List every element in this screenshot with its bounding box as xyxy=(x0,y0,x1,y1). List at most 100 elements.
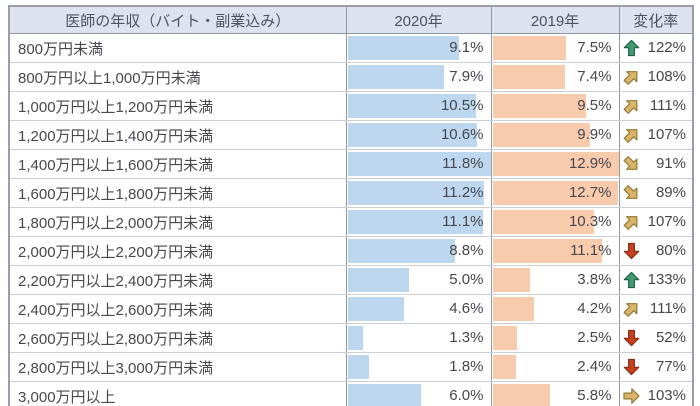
data-bar-2019 xyxy=(492,239,602,263)
cell-2020: 4.6% xyxy=(345,294,492,324)
cell-2019: 11.1% xyxy=(490,236,620,266)
value-2020: 8.8% xyxy=(449,242,484,259)
table-row: 800万円未満 9.1% 7.5% 122% xyxy=(8,33,694,63)
value-2019: 7.4% xyxy=(577,68,612,85)
change-rate-value: 107% xyxy=(647,126,686,143)
cell-2019: 3.8% xyxy=(490,265,620,295)
cell-2020: 5.0% xyxy=(345,265,492,295)
cell-2019: 12.7% xyxy=(490,178,620,208)
value-2020: 1.3% xyxy=(449,329,484,346)
cell-2020: 9.1% xyxy=(345,33,492,63)
change-rate-value: 107% xyxy=(647,213,686,230)
arrow-down-right-icon xyxy=(623,185,640,202)
income-range-label: 2,000万円以上2,200万円未満 xyxy=(8,236,347,266)
cell-2020: 1.8% xyxy=(345,352,492,382)
value-2019: 2.4% xyxy=(577,358,612,375)
value-2019: 9.9% xyxy=(577,126,612,143)
table-row: 1,600万円以上1,800万円未満 11.2% 12.7% 89% xyxy=(8,178,694,208)
value-2020: 7.9% xyxy=(449,68,484,85)
value-2019: 12.7% xyxy=(568,184,612,201)
value-2020: 6.0% xyxy=(449,387,484,404)
arrow-down-icon xyxy=(623,242,640,260)
change-rate-cell: 77% xyxy=(618,352,694,382)
value-2020: 10.6% xyxy=(440,126,484,143)
data-bar-2019 xyxy=(492,65,566,89)
header-row: 医師の年収（バイト・副業込み） 2020年 2019年 変化率 xyxy=(8,5,694,34)
cell-2020: 11.8% xyxy=(345,149,492,179)
data-bar-2020 xyxy=(347,268,409,292)
change-rate-value: 103% xyxy=(647,387,686,404)
table-row: 1,200万円以上1,400万円未満 10.6% 9.9% 107% xyxy=(8,120,694,150)
data-bar-2019 xyxy=(492,94,587,118)
cell-2019: 2.5% xyxy=(490,323,620,353)
data-bar-2019 xyxy=(492,123,590,147)
change-rate-cell: 107% xyxy=(618,120,694,150)
data-bar-2020 xyxy=(347,384,421,406)
income-range-label: 2,800万円以上3,000万円未満 xyxy=(8,352,347,382)
data-bar-2020 xyxy=(347,123,477,147)
value-2020: 9.1% xyxy=(449,39,484,56)
change-rate-cell: 111% xyxy=(618,294,694,324)
change-rate-value: 122% xyxy=(647,39,686,56)
table-row: 2,600万円以上2,800万円未満 1.3% 2.5% 52% xyxy=(8,323,694,353)
value-2019: 10.3% xyxy=(568,213,612,230)
cell-2019: 10.3% xyxy=(490,207,620,237)
arrow-up-right-icon xyxy=(623,214,640,231)
data-bar-2019 xyxy=(492,210,594,234)
value-2020: 1.8% xyxy=(449,358,484,375)
change-rate-value: 91% xyxy=(655,155,686,172)
header-2019: 2019年 xyxy=(490,5,620,34)
change-rate-value: 133% xyxy=(647,271,686,288)
income-range-label: 3,000万円以上 xyxy=(8,381,347,406)
table-row: 2,000万円以上2,200万円未満 8.8% 11.1% 80% xyxy=(8,236,694,266)
change-rate-value: 52% xyxy=(655,329,686,346)
arrow-up-icon xyxy=(623,39,640,57)
arrow-up-right-icon xyxy=(623,127,640,144)
table-row: 3,000万円以上 6.0% 5.8% 103% xyxy=(8,381,694,406)
data-bar-2020 xyxy=(347,36,459,60)
table-row: 800万円以上1,000万円未満 7.9% 7.4% 108% xyxy=(8,62,694,92)
data-bar-2020 xyxy=(347,181,485,205)
table-row: 1,800万円以上2,000万円未満 11.1% 10.3% 107% xyxy=(8,207,694,237)
income-range-label: 1,400万円以上1,600万円未満 xyxy=(8,149,347,179)
arrow-down-icon xyxy=(623,358,640,376)
data-bar-2020 xyxy=(347,326,364,350)
change-rate-cell: 89% xyxy=(618,178,694,208)
data-bar-2019 xyxy=(492,152,618,176)
cell-2020: 7.9% xyxy=(345,62,492,92)
data-bar-2019 xyxy=(492,181,618,205)
data-bar-2019 xyxy=(492,355,517,379)
cell-2020: 1.3% xyxy=(345,323,492,353)
change-rate-cell: 52% xyxy=(618,323,694,353)
data-bar-2020 xyxy=(347,65,444,89)
data-bar-2020 xyxy=(347,152,490,176)
header-2020: 2020年 xyxy=(345,5,492,34)
arrow-up-right-icon xyxy=(623,69,640,86)
income-range-label: 1,000万円以上1,200万円未満 xyxy=(8,91,347,121)
cell-2020: 10.5% xyxy=(345,91,492,121)
data-bar-2020 xyxy=(347,94,476,118)
change-rate-cell: 111% xyxy=(618,91,694,121)
cell-2019: 9.9% xyxy=(490,120,620,150)
change-rate-value: 111% xyxy=(649,300,686,317)
table-row: 1,000万円以上1,200万円未満 10.5% 9.5% 111% xyxy=(8,91,694,121)
value-2019: 9.5% xyxy=(577,97,612,114)
header-income-label: 医師の年収（バイト・副業込み） xyxy=(8,5,347,34)
change-rate-value: 89% xyxy=(655,184,686,201)
income-range-label: 1,600万円以上1,800万円未満 xyxy=(8,178,347,208)
cell-2019: 7.4% xyxy=(490,62,620,92)
change-rate-cell: 108% xyxy=(618,62,694,92)
table-body: 800万円未満 9.1% 7.5% 122% 800万円以上1,000万円未満 7.9% 7… xyxy=(8,33,694,406)
income-range-label: 800万円以上1,000万円未満 xyxy=(8,62,347,92)
change-rate-value: 80% xyxy=(655,242,686,259)
value-2020: 4.6% xyxy=(449,300,484,317)
value-2019: 4.2% xyxy=(577,300,612,317)
value-2019: 12.9% xyxy=(568,155,612,172)
table-row: 2,200万円以上2,400万円未満 5.0% 3.8% 133% xyxy=(8,265,694,295)
income-range-label: 2,600万円以上2,800万円未満 xyxy=(8,323,347,353)
arrow-up-right-icon xyxy=(623,98,640,115)
value-2020: 11.1% xyxy=(442,213,484,230)
value-2019: 7.5% xyxy=(577,39,612,56)
arrow-right-icon xyxy=(622,388,640,405)
